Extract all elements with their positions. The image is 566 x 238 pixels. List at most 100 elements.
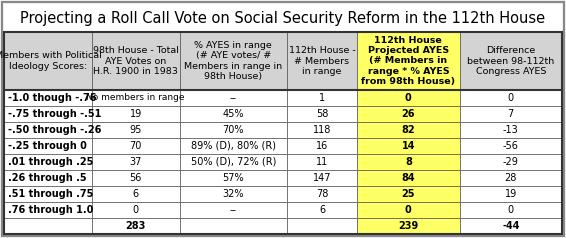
Text: 19: 19 [130, 109, 142, 119]
Bar [357, 32, 460, 90]
Bar [4, 154, 92, 170]
Bar [357, 138, 460, 154]
Text: 98th House - Total
AYE Votes on
H.R. 1900 in 1983: 98th House - Total AYE Votes on H.R. 190… [93, 46, 179, 76]
Bar [179, 170, 287, 186]
Text: No members in range: No members in range [87, 94, 185, 103]
Text: .76 through 1.0: .76 through 1.0 [8, 205, 93, 215]
Text: -13: -13 [503, 125, 518, 135]
Bar [92, 202, 179, 218]
Text: 6: 6 [319, 205, 325, 215]
Bar [287, 90, 357, 106]
Bar [92, 90, 179, 106]
Bar [287, 202, 357, 218]
Text: -1.0 though -.76: -1.0 though -.76 [8, 93, 96, 103]
Text: .26 through .5: .26 through .5 [8, 173, 87, 183]
Text: 118: 118 [313, 125, 331, 135]
Bar [4, 138, 92, 154]
Text: 11: 11 [316, 157, 328, 167]
Bar [357, 106, 460, 122]
Text: 147: 147 [313, 173, 331, 183]
Text: 8: 8 [405, 157, 412, 167]
Bar [4, 202, 92, 218]
Bar [357, 154, 460, 170]
Bar [287, 186, 357, 202]
Bar [92, 32, 179, 90]
Bar [357, 90, 460, 106]
Text: -.25 through 0: -.25 through 0 [8, 141, 87, 151]
Bar [460, 218, 562, 234]
Text: -.75 through -.51: -.75 through -.51 [8, 109, 101, 119]
Bar [4, 170, 92, 186]
Text: 0: 0 [508, 205, 514, 215]
Bar [4, 4, 562, 32]
Text: 0: 0 [508, 93, 514, 103]
Bar [287, 154, 357, 170]
Text: 70%: 70% [222, 125, 244, 135]
Text: -56: -56 [503, 141, 518, 151]
Text: 25: 25 [402, 189, 415, 199]
Bar [179, 32, 287, 90]
Text: Projecting a Roll Call Vote on Social Security Reform in the 112th House: Projecting a Roll Call Vote on Social Se… [20, 10, 546, 25]
Bar [460, 106, 562, 122]
Bar [4, 106, 92, 122]
Text: 28: 28 [505, 173, 517, 183]
Bar [179, 186, 287, 202]
Bar [179, 138, 287, 154]
Text: 16: 16 [316, 141, 328, 151]
Bar [92, 186, 179, 202]
Bar [460, 138, 562, 154]
Bar [4, 32, 562, 234]
Text: 32%: 32% [222, 189, 244, 199]
Bar [460, 170, 562, 186]
Text: 58: 58 [316, 109, 328, 119]
Text: 0: 0 [132, 205, 139, 215]
Text: 89% (D), 80% (R): 89% (D), 80% (R) [191, 141, 276, 151]
Text: Members with Political
Ideology Scores:: Members with Political Ideology Scores: [0, 51, 101, 71]
Bar [179, 90, 287, 106]
Text: 7: 7 [508, 109, 514, 119]
Text: 70: 70 [130, 141, 142, 151]
Bar [357, 170, 460, 186]
Bar [92, 122, 179, 138]
Bar [357, 122, 460, 138]
Bar [287, 106, 357, 122]
Bar [4, 186, 92, 202]
Text: 1: 1 [319, 93, 325, 103]
Bar [287, 138, 357, 154]
Text: 14: 14 [402, 141, 415, 151]
Text: 26: 26 [402, 109, 415, 119]
Bar [179, 154, 287, 170]
Bar [179, 202, 287, 218]
Bar [287, 32, 357, 90]
Bar [4, 32, 92, 90]
Text: 50% (D), 72% (R): 50% (D), 72% (R) [191, 157, 276, 167]
Bar [460, 90, 562, 106]
Text: 82: 82 [401, 125, 415, 135]
Text: -.50 through -.26: -.50 through -.26 [8, 125, 101, 135]
Bar [287, 218, 357, 234]
Text: 112th House -
# Members
in range: 112th House - # Members in range [289, 46, 355, 76]
Bar [92, 218, 179, 234]
Text: 84: 84 [401, 173, 415, 183]
Text: .51 through .75: .51 through .75 [8, 189, 93, 199]
Text: 19: 19 [505, 189, 517, 199]
Bar [92, 154, 179, 170]
Text: .01 through .25: .01 through .25 [8, 157, 93, 167]
Bar [460, 122, 562, 138]
Text: 78: 78 [316, 189, 328, 199]
Bar [92, 106, 179, 122]
Bar [92, 138, 179, 154]
Bar [4, 122, 92, 138]
Text: 45%: 45% [222, 109, 244, 119]
Bar [460, 186, 562, 202]
Bar [4, 90, 92, 106]
Text: 0: 0 [405, 93, 411, 103]
Text: 6: 6 [132, 189, 139, 199]
Text: 37: 37 [130, 157, 142, 167]
Bar [287, 122, 357, 138]
Bar [460, 32, 562, 90]
Bar [287, 170, 357, 186]
Text: Difference
between 98-112th
Congress AYES: Difference between 98-112th Congress AYE… [467, 46, 555, 76]
Bar [357, 218, 460, 234]
Text: % AYES in range
(# AYE votes/ #
Members in range in
98th House): % AYES in range (# AYE votes/ # Members … [184, 41, 282, 81]
